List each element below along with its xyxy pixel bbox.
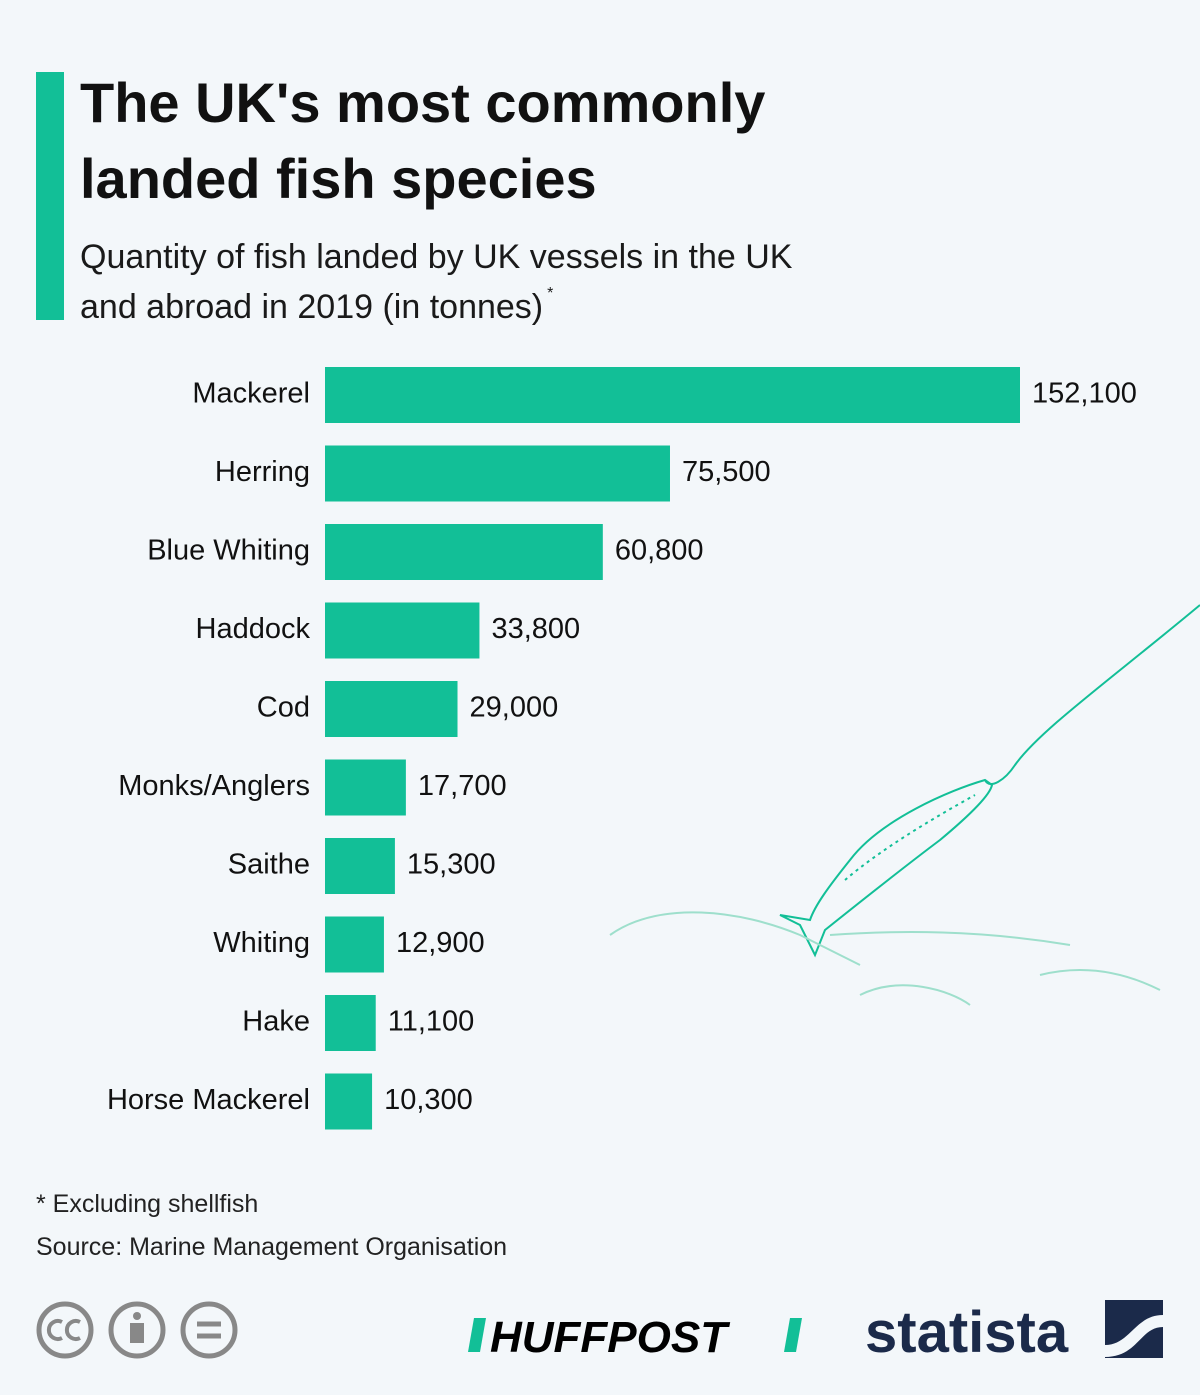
bar [325, 1073, 373, 1130]
logo-mark [784, 1318, 802, 1352]
bar [325, 759, 406, 816]
license-icons [36, 1301, 238, 1359]
category-label: Monks/Anglers [118, 770, 310, 802]
category-label: Saithe [228, 849, 310, 881]
category-label: Horse Mackerel [107, 1084, 310, 1116]
value-label: 12,900 [396, 927, 485, 959]
bar [325, 838, 395, 894]
footnote: * Excluding shellfish [36, 1190, 258, 1218]
bar [325, 995, 376, 1051]
fish-illustration [609, 604, 1200, 1006]
bar [325, 602, 480, 659]
statista-icon [1105, 1300, 1163, 1358]
bar [325, 367, 1020, 423]
source: Source: Marine Management Organisation [36, 1233, 507, 1261]
category-label: Haddock [196, 613, 311, 645]
subtitle-line: Quantity of fish landed by UK vessels in… [80, 238, 793, 276]
logo-mark [468, 1318, 486, 1352]
value-label: 15,300 [407, 849, 496, 881]
value-label: 29,000 [470, 692, 559, 724]
category-label: Blue Whiting [147, 535, 310, 567]
bar [325, 445, 670, 502]
value-label: 75,500 [682, 456, 771, 488]
category-label: Cod [257, 692, 310, 724]
bar [325, 524, 603, 580]
bar [325, 916, 384, 973]
category-label: Hake [242, 1006, 310, 1038]
category-label: Mackerel [192, 378, 310, 410]
value-label: 60,800 [615, 535, 704, 567]
category-label: Whiting [213, 927, 310, 959]
value-label: 11,100 [388, 1006, 475, 1038]
value-label: 17,700 [418, 770, 507, 802]
subtitle-marker: * [547, 285, 553, 302]
bar [325, 681, 458, 737]
value-label: 33,800 [491, 613, 580, 645]
title-line: The UK's most commonly [80, 71, 765, 134]
value-label: 10,300 [384, 1084, 473, 1116]
huffpost-logo: HUFFPOST [490, 1313, 730, 1362]
accent-bar [36, 72, 64, 320]
title-line: landed fish species [80, 147, 597, 210]
category-label: Herring [215, 456, 310, 488]
subtitle-line: and abroad in 2019 (in tonnes) [80, 288, 543, 326]
value-label: 152,100 [1032, 378, 1137, 410]
statista-logo: statista [865, 1300, 1069, 1365]
